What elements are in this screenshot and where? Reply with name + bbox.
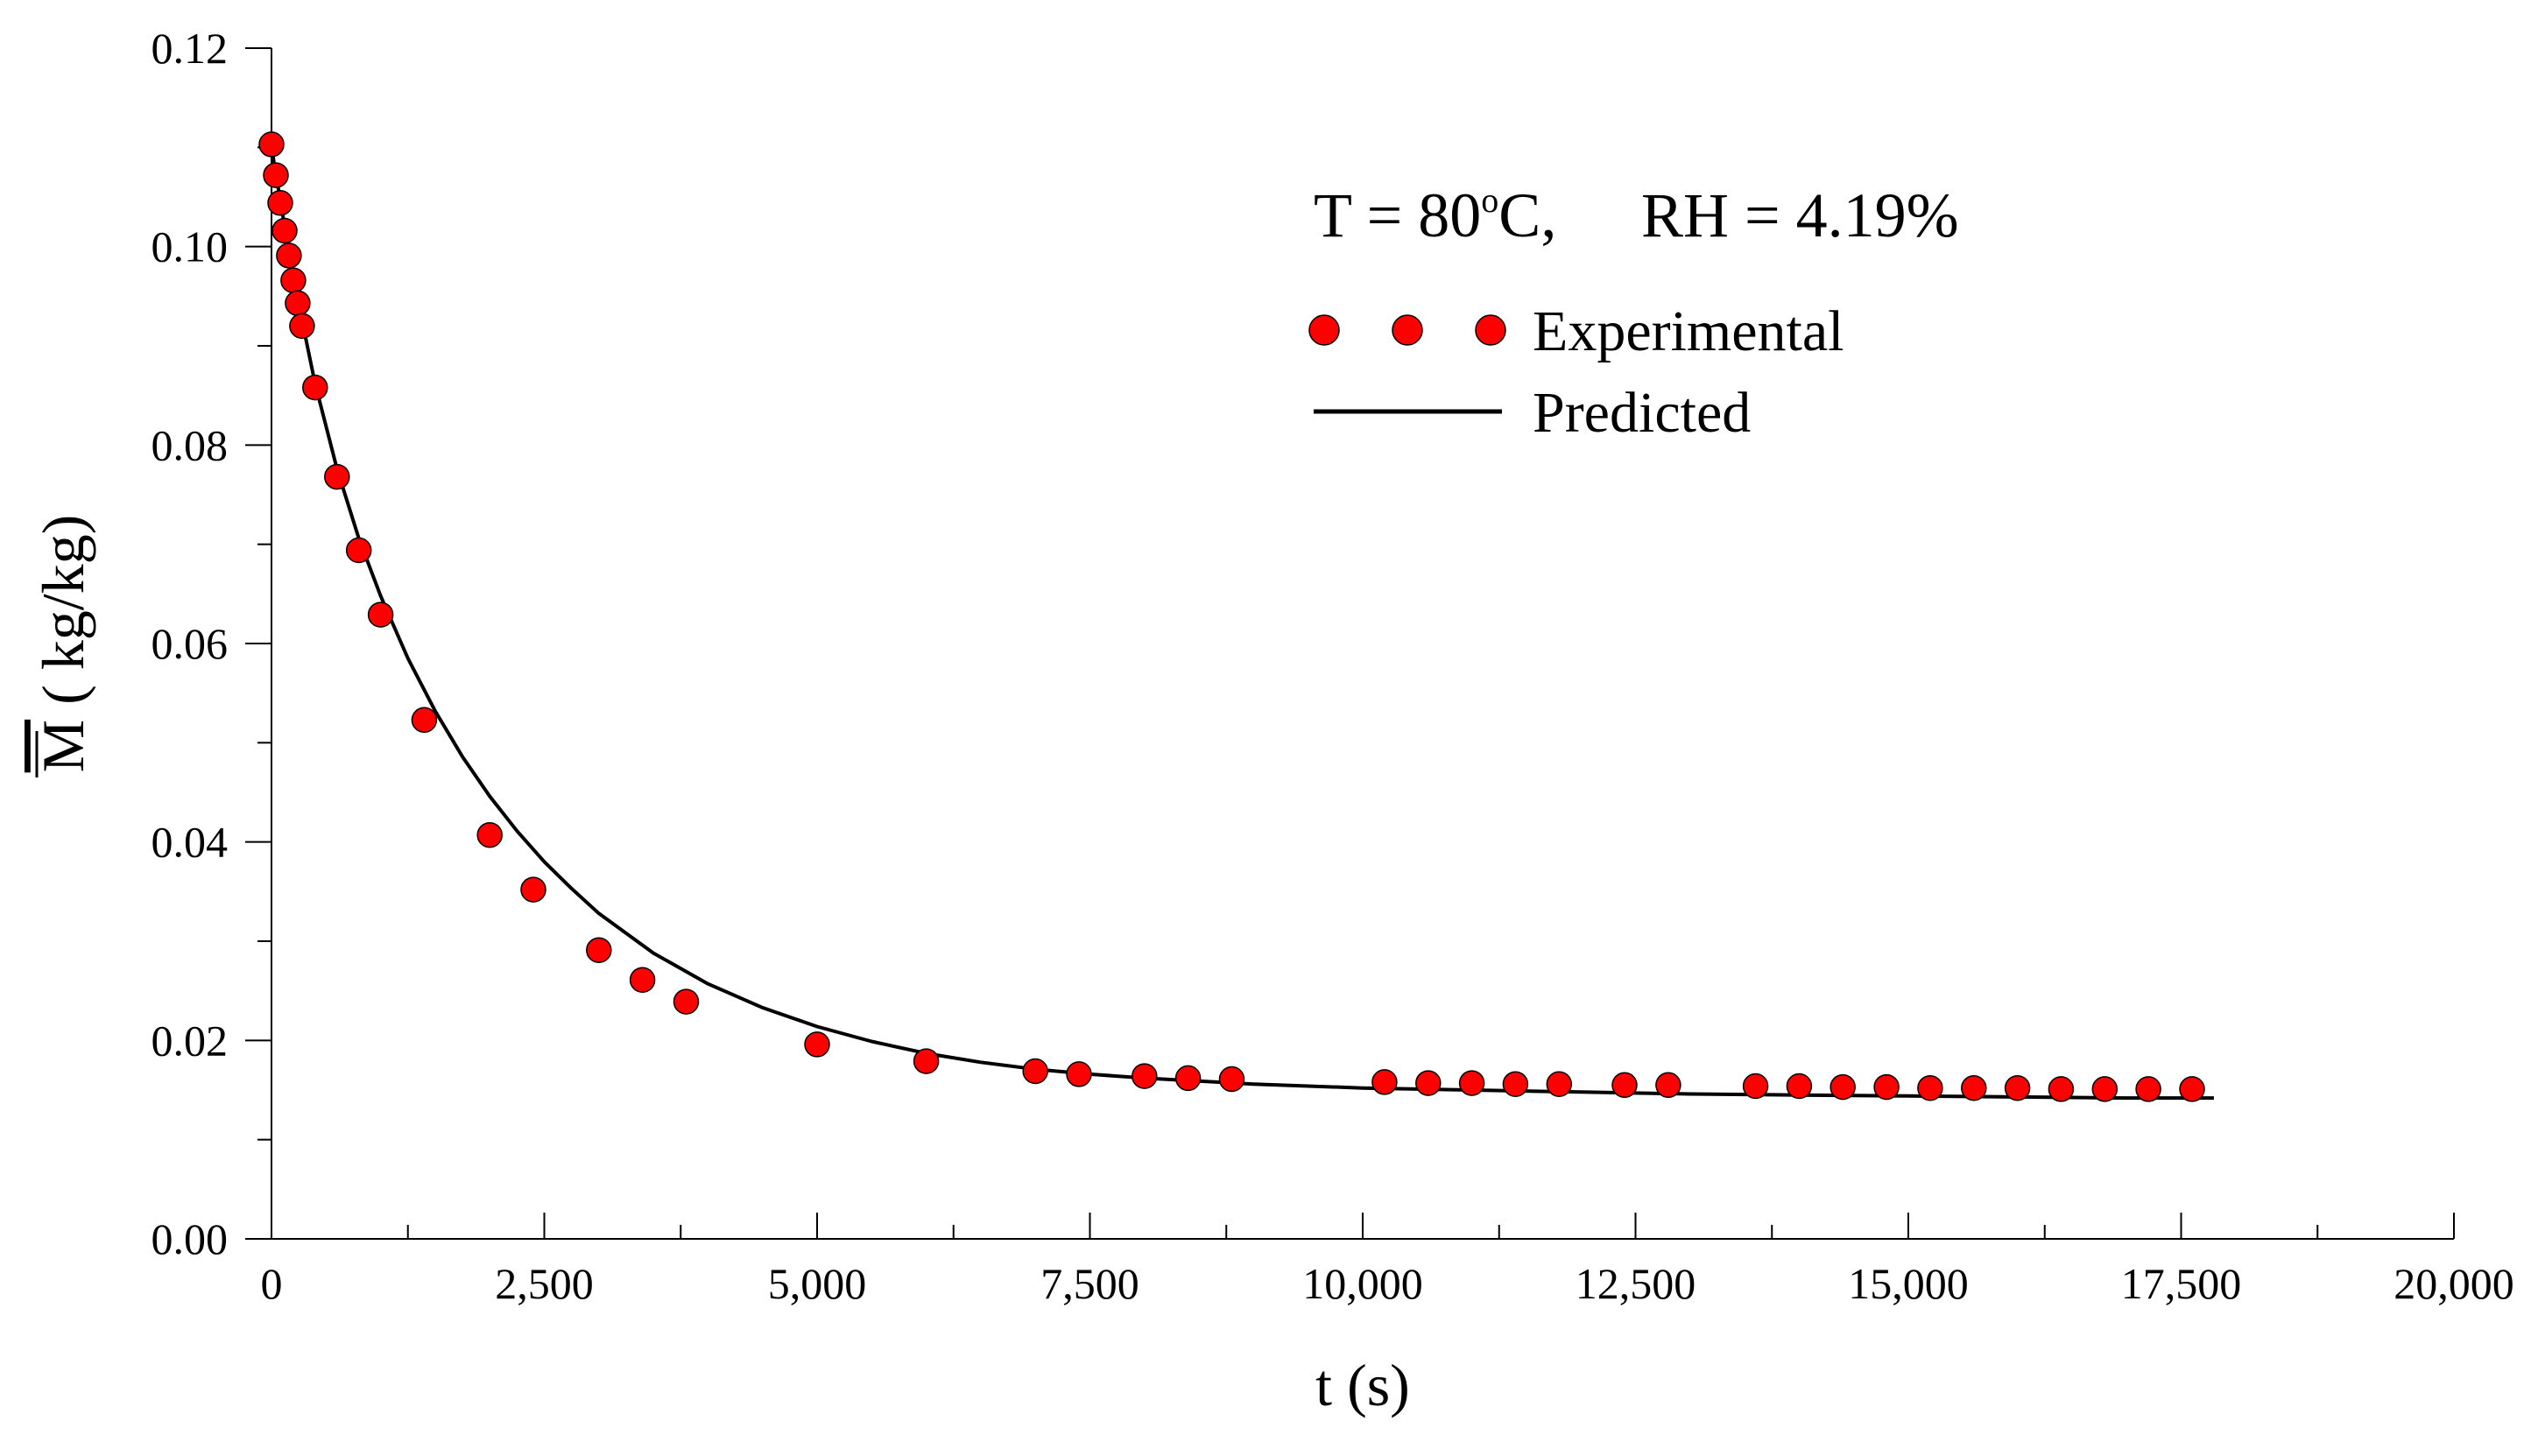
experimental-point [2135, 1076, 2161, 1102]
experimental-point [1066, 1061, 1092, 1087]
tick-labels: 0 2,500 5,000 7,500 10,000 12,500 15,000 17,500… [152, 24, 2514, 1308]
x-tick-label: 10,000 [1302, 1259, 1423, 1308]
experimental-point [1371, 1069, 1398, 1095]
experimental-point [267, 190, 293, 216]
experimental-point [2004, 1074, 2031, 1101]
legend-label-experimental: Experimental [1533, 299, 1844, 363]
y-tick-label: 0.12 [152, 24, 229, 73]
svg-text:M ( kg/kg): M ( kg/kg) [30, 515, 96, 773]
experimental-point [345, 537, 372, 564]
experimental-point [1829, 1073, 1856, 1101]
experimental-point [586, 937, 612, 963]
y-tick-label: 0.08 [152, 420, 229, 469]
experimental-point [285, 290, 311, 317]
experimental-point [280, 267, 307, 293]
x-tick-label: 12,500 [1576, 1259, 1696, 1308]
experimental-point [1132, 1063, 1158, 1089]
legend-marker-experimental [1475, 314, 1506, 346]
experimental-point [367, 601, 394, 628]
experimental-point [1546, 1071, 1573, 1097]
experimental-point [258, 131, 285, 158]
experimental-point [1961, 1074, 1987, 1101]
predicted-series [270, 146, 2214, 1101]
y-axis-units: ( kg/kg) [30, 515, 96, 720]
experimental-point [1873, 1073, 1900, 1101]
experimental-point [1655, 1072, 1681, 1099]
experimental-point [520, 876, 546, 903]
experimental-point [2091, 1076, 2119, 1102]
temperature-prefix: T = 80 [1314, 180, 1481, 250]
experimental-point [1742, 1073, 1769, 1100]
legend-label-predicted: Predicted [1533, 381, 1751, 445]
experimental-point [476, 821, 503, 848]
x-tick-label: 17,500 [2121, 1259, 2242, 1308]
experimental-point [1174, 1065, 1202, 1092]
y-tick-label: 0.10 [152, 222, 229, 271]
experimental-point [276, 243, 302, 269]
y-axis-symbol: M [30, 720, 96, 772]
x-tick-label: 0 [261, 1259, 283, 1308]
y-tick-label: 0.02 [152, 1016, 229, 1065]
experimental-point [411, 707, 438, 734]
temperature-degree: o [1481, 180, 1498, 220]
predicted-line [270, 146, 2214, 1101]
experimental-point [2179, 1076, 2205, 1102]
conditions-annotation: T = 80oC, RH = 4.19% [1314, 180, 1959, 250]
experimental-point [804, 1031, 830, 1058]
experimental-point [1022, 1058, 1048, 1085]
legend-marker-experimental [1392, 314, 1423, 346]
experimental-point [1415, 1070, 1442, 1096]
x-tick-label: 2,500 [495, 1259, 594, 1308]
experimental-point [1786, 1073, 1813, 1100]
temperature-suffix: C, [1498, 180, 1556, 250]
y-tick-label: 0.00 [152, 1214, 229, 1263]
experimental-point [1917, 1074, 1943, 1101]
experimental-point [302, 374, 328, 401]
experimental-point [673, 988, 700, 1015]
experimental-point [271, 217, 298, 244]
experimental-point [629, 967, 656, 993]
x-axis-title: t (s) [1315, 1352, 1410, 1418]
x-tick-label: 7,500 [1040, 1259, 1139, 1308]
legend: Experimental Predicted [1308, 299, 1844, 445]
experimental-point [263, 162, 289, 188]
experimental-point [1458, 1070, 1485, 1096]
experimental-point [2048, 1076, 2075, 1102]
experimental-point [1502, 1071, 1529, 1097]
y-tick-label: 0.06 [152, 619, 229, 668]
y-tick-label: 0.04 [152, 818, 229, 867]
experimental-point [324, 463, 350, 490]
legend-marker-experimental [1308, 314, 1340, 346]
experimental-point [289, 313, 315, 340]
y-axis-title: M ( kg/kg) [30, 515, 96, 773]
experimental-point [1218, 1066, 1245, 1093]
ticks [245, 47, 2455, 1240]
x-tick-label: 15,000 [1848, 1259, 1969, 1308]
x-tick-label: 20,000 [2393, 1259, 2514, 1308]
experimental-point [913, 1048, 940, 1074]
experimental-point [1611, 1072, 1638, 1099]
x-tick-label: 5,000 [768, 1259, 867, 1308]
relative-humidity: RH = 4.19% [1641, 180, 1959, 250]
experimental-series [258, 131, 2205, 1102]
